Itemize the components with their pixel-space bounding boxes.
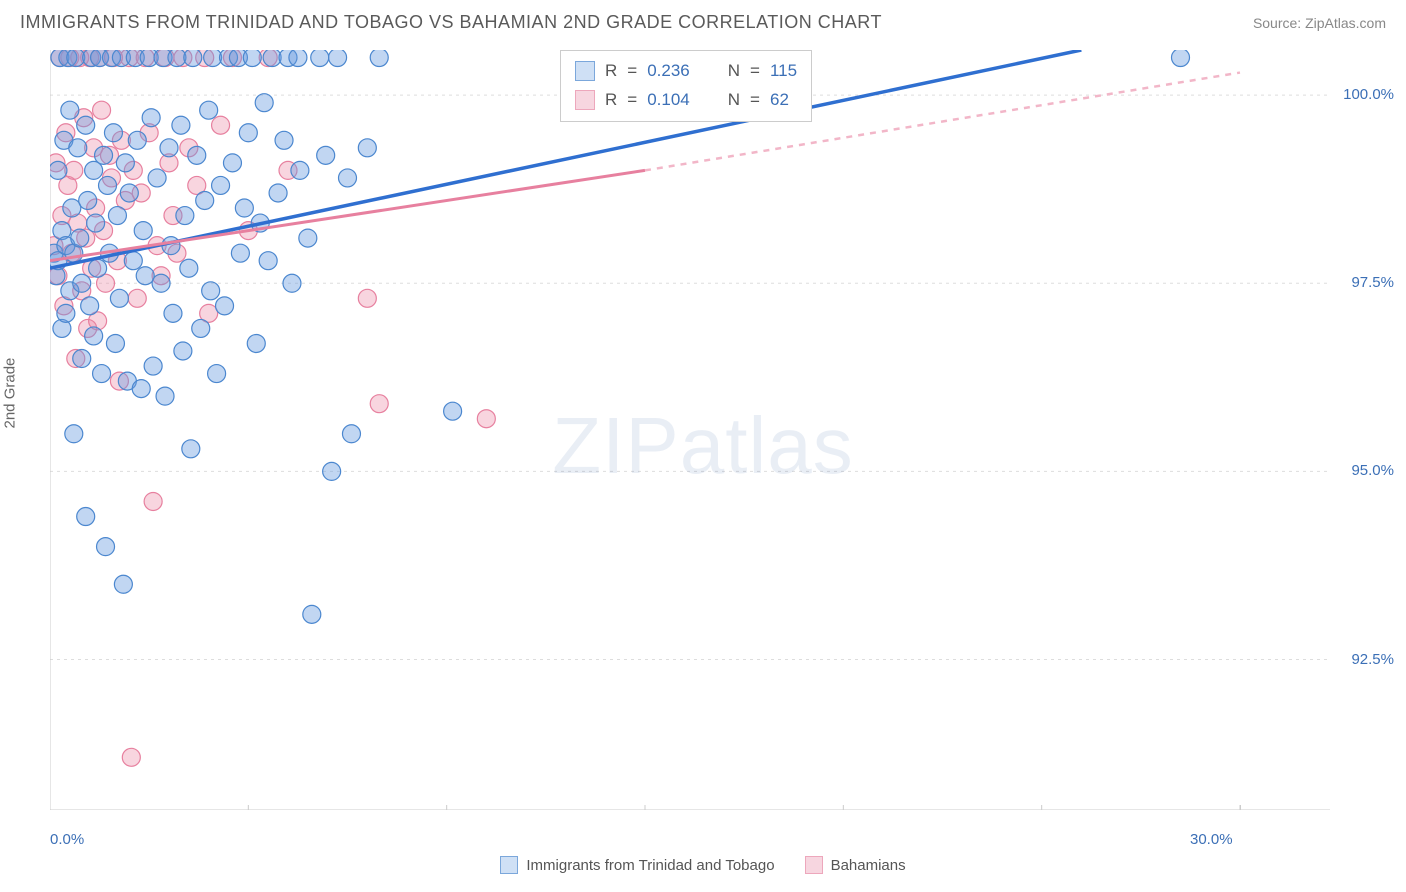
stats-row-series1: R = 0.236 N = 115 (575, 57, 797, 86)
n-label-2: N (728, 86, 740, 115)
y-tick-label: 100.0% (1343, 86, 1394, 103)
swatch-series1-icon (500, 856, 518, 874)
r-value-1: 0.236 (647, 57, 690, 86)
swatch-series1 (575, 61, 595, 81)
legend-label-series2: Bahamians (831, 857, 906, 874)
swatch-series2-icon (805, 856, 823, 874)
r-label-1: R (605, 57, 617, 86)
source-label: Source: (1253, 15, 1305, 31)
legend-item-series1: Immigrants from Trinidad and Tobago (500, 856, 774, 874)
source-link[interactable]: ZipAtlas.com (1305, 15, 1386, 31)
swatch-series2 (575, 90, 595, 110)
chart-title: IMMIGRANTS FROM TRINIDAD AND TOBAGO VS B… (20, 12, 882, 33)
n-value-2: 62 (770, 86, 789, 115)
bottom-legend: Immigrants from Trinidad and Tobago Baha… (0, 856, 1406, 874)
r-value-2: 0.104 (647, 86, 690, 115)
legend-label-series1: Immigrants from Trinidad and Tobago (526, 857, 774, 874)
source-attribution: Source: ZipAtlas.com (1253, 15, 1386, 31)
stats-row-series2: R = 0.104 N = 62 (575, 86, 797, 115)
legend-item-series2: Bahamians (805, 856, 906, 874)
y-tick-label: 97.5% (1351, 274, 1394, 291)
header-row: IMMIGRANTS FROM TRINIDAD AND TOBAGO VS B… (0, 0, 1406, 41)
y-tick-label: 95.0% (1351, 462, 1394, 479)
n-label-1: N (728, 57, 740, 86)
n-value-1: 115 (770, 57, 797, 86)
stats-legend-box: R = 0.236 N = 115 R = 0.104 N = 62 (560, 50, 812, 122)
correlation-chart (50, 50, 1330, 810)
y-tick-label: 92.5% (1351, 651, 1394, 668)
x-tick-label: 0.0% (50, 831, 84, 848)
r-label-2: R (605, 86, 617, 115)
x-tick-label: 30.0% (1190, 831, 1233, 848)
y-axis-label: 2nd Grade (2, 358, 19, 429)
